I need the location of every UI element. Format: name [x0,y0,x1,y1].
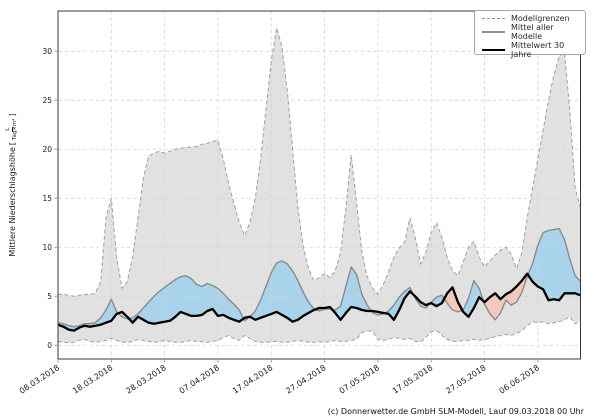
legend-label: Mittel aller Modelle [511,23,554,41]
legend-item-mittelwert-30-jahre: Mittelwert 30 Jahre [482,41,580,59]
y-tick-label: 20 [42,145,52,154]
x-tick-label: 06.06.2018 [498,363,541,395]
upper-model-bound-line [58,27,581,297]
x-tick-label: 07.05.2018 [338,363,381,395]
y-tick-label: 0 [47,341,52,350]
y-tick-label: 15 [42,194,52,203]
gray-line-swatch-icon [482,31,505,33]
legend-item-modellgrenzen: Modellgrenzen [482,14,580,23]
y-axis-label-text: Mittlere Niederschlagshöhe [7,147,17,257]
x-tick-label: 17.05.2018 [391,363,434,395]
legend: Modellgrenzen Mittel aller Modelle Mitte… [474,10,586,59]
x-tick-label: 08.03.2018 [18,363,61,395]
legend-item-mittel-aller-modelle: Mittel aller Modelle [482,23,580,41]
above-normal-area [58,228,581,331]
x-tick-label: 07.04.2018 [178,363,221,395]
unit-denominator: Tag×m² [12,118,18,140]
black-line-swatch-icon [482,48,505,52]
x-tick-label: 27.04.2018 [284,363,327,395]
y-tick-label: 25 [42,96,52,105]
y-tick-label: 5 [47,292,52,301]
model-mean-line [57,227,582,328]
x-tick-label: 18.03.2018 [71,363,114,395]
x-tick-label: 17.04.2018 [231,363,274,395]
lower-model-bound-line [57,316,581,344]
x-tick-label: 28.03.2018 [124,363,167,395]
plot-border [57,10,581,360]
unit-bracket-close: ] [7,113,17,117]
unit-fraction: L Tag×m² [5,118,19,140]
unit-bracket-open: [ [7,141,17,146]
model-range-band [58,27,581,343]
y-axis-label: Mittlere Niederschlagshöhe [ L Tag×m² ] [3,85,21,285]
legend-label: Mittelwert 30 Jahre [511,41,565,59]
legend-label: Modellgrenzen [511,14,570,23]
x-tick-label: 27.05.2018 [444,363,487,395]
dashed-line-swatch-icon [482,18,505,19]
copyright-footer: (c) Donnerwetter.de GmbH SLM-Modell, Lau… [327,407,584,416]
y-tick-label: 30 [42,47,52,56]
y-tick-label: 10 [42,243,52,252]
climate-mean-line [57,272,581,332]
